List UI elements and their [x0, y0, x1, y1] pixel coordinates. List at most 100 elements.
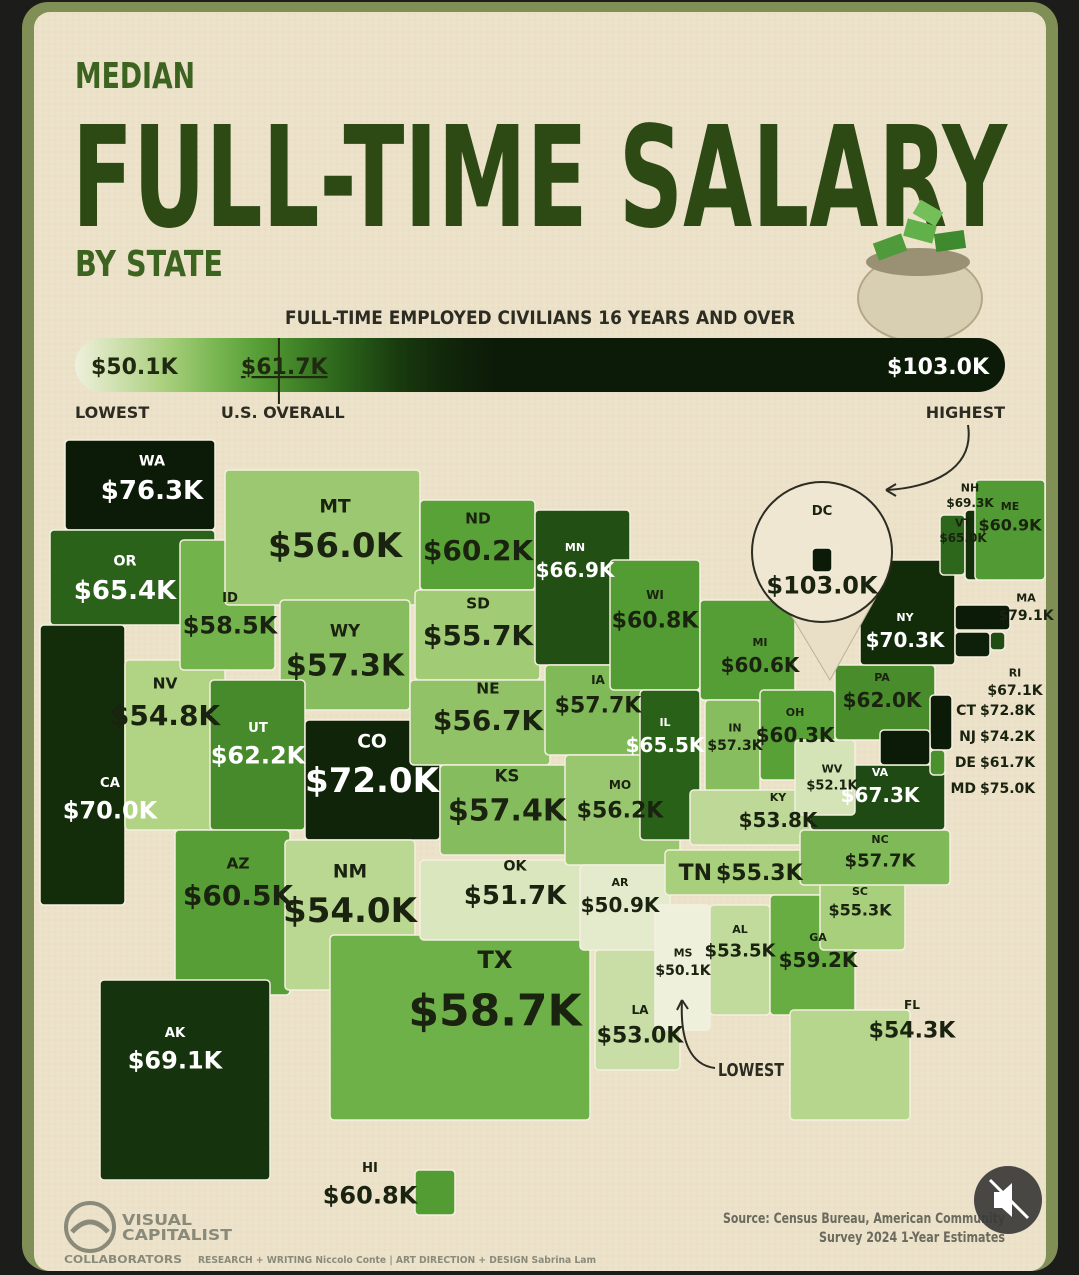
state-abbr: WI — [646, 588, 664, 602]
state-value: $50.1K — [655, 963, 711, 979]
state — [929, 694, 953, 751]
state-abbr: AK — [165, 1026, 186, 1041]
state-abbr: AR — [612, 876, 630, 889]
state-value: $70.0K — [63, 796, 159, 824]
state-abbr: LA — [631, 1003, 649, 1017]
title: FULL-TIME SALARY — [72, 97, 1008, 260]
state-value: $60.9K — [978, 516, 1042, 535]
state-value: $103.0K — [766, 571, 879, 599]
state-abbr: IL — [659, 716, 670, 729]
state-value: $57.3K — [286, 649, 406, 684]
highest-arrow — [885, 424, 970, 491]
state — [99, 979, 271, 1181]
state-abbr: FL — [904, 998, 920, 1012]
state-value: $54.8K — [110, 699, 222, 732]
state-value: $67.3K — [841, 783, 921, 807]
state-abbr: WY — [330, 622, 361, 641]
state-value: $57.4K — [448, 794, 568, 829]
state-abbr: NY — [896, 611, 914, 624]
money-bag-icon — [857, 199, 983, 343]
arrowhead — [885, 483, 897, 497]
state — [954, 631, 991, 658]
state-value: $58.7K — [408, 985, 583, 1036]
state-value: $52.1K — [806, 779, 858, 794]
state-value: $57.3K — [707, 738, 763, 754]
state-value: $60.6K — [721, 653, 801, 677]
legend-bar — [75, 338, 1005, 392]
credits: RESEARCH + WRITING Niccolo Conte | ART D… — [198, 1255, 596, 1266]
state-abbr: HI — [362, 1161, 378, 1176]
state-value: $57.7K — [555, 694, 643, 719]
state-value: $58.5K — [183, 611, 279, 639]
state-value: $53.0K — [597, 1024, 685, 1049]
state-abbr: NC — [871, 833, 888, 846]
state — [39, 624, 126, 906]
state-value: $50.9K — [581, 893, 661, 917]
state-value: $60.2K — [423, 534, 535, 567]
source: Survey 2024 1-Year Estimates — [819, 1230, 1005, 1246]
state — [989, 631, 1006, 651]
state-value: $72.0K — [305, 761, 441, 801]
state-abbr: GA — [809, 931, 827, 944]
state-value: $69.1K — [128, 1046, 224, 1074]
state-abbr: DC — [812, 504, 833, 519]
state-abbr: DE — [955, 755, 976, 771]
state — [879, 729, 931, 766]
state — [699, 599, 796, 701]
state-abbr: AL — [732, 923, 748, 936]
state-value: $51.7K — [464, 881, 567, 911]
state — [639, 689, 701, 841]
state-value: $67.1K — [987, 683, 1043, 699]
state-value: $62.2K — [211, 741, 307, 769]
state-value: $59.2K — [779, 948, 859, 972]
brand-name: CAPITALIST — [122, 1226, 233, 1244]
state-abbr: KS — [495, 767, 520, 786]
state — [929, 749, 946, 776]
state-value: $60.8K — [323, 1181, 419, 1209]
state-value: $61.7K — [980, 755, 1036, 771]
state-abbr: CO — [357, 732, 387, 753]
state-abbr: NM — [333, 862, 367, 883]
state — [954, 604, 1011, 631]
state-value: $76.3K — [101, 476, 204, 506]
state-value: $56.7K — [433, 704, 545, 737]
state-value: $56.0K — [268, 526, 404, 566]
state-abbr: ME — [1001, 500, 1019, 513]
state-abbr: OK — [503, 858, 527, 874]
state-abbr: SD — [466, 594, 490, 612]
state-abbr: ID — [222, 591, 238, 606]
state-abbr: AZ — [226, 854, 249, 872]
mute-button[interactable] — [974, 1166, 1042, 1234]
state — [811, 547, 833, 573]
state-value: $60.3K — [756, 723, 836, 747]
state-abbr: KY — [770, 791, 788, 804]
legend: $50.1K $61.7K $103.0K LOWEST U.S. OVERALL HIG… — [75, 338, 1005, 422]
state-abbr: TX — [477, 946, 512, 974]
state-abbr: OH — [786, 706, 805, 719]
state-abbr: WA — [139, 453, 165, 469]
state-value: $53.8K — [739, 808, 819, 832]
source: Source: Census Bureau, American Communit… — [723, 1211, 1005, 1227]
state-abbr: NV — [153, 674, 178, 692]
state-value: $72.8K — [980, 703, 1036, 719]
state — [279, 599, 411, 711]
legend-min-label: $50.1K — [91, 355, 179, 380]
legend-caption: U.S. OVERALL — [221, 403, 345, 422]
state — [414, 1169, 456, 1216]
state — [974, 479, 1046, 581]
state-abbr: CA — [100, 776, 121, 791]
state-value: $54.3K — [869, 1019, 957, 1044]
state-abbr: MT — [319, 497, 351, 518]
state — [794, 739, 856, 816]
state-value: $65.5K — [626, 733, 706, 757]
state-value: $79.1K — [998, 608, 1054, 624]
state-value: $69.3K — [946, 496, 994, 510]
state-abbr: OR — [113, 553, 136, 569]
description: FULL-TIME EMPLOYED CIVILIANS 16 YEARS AN… — [285, 307, 795, 329]
state-abbr: MO — [609, 778, 631, 792]
state-abbr: VA — [872, 766, 889, 779]
state-value: $55.3K — [716, 861, 804, 886]
state-value: $62.0K — [843, 688, 923, 712]
subtitle: BY STATE — [75, 244, 223, 285]
